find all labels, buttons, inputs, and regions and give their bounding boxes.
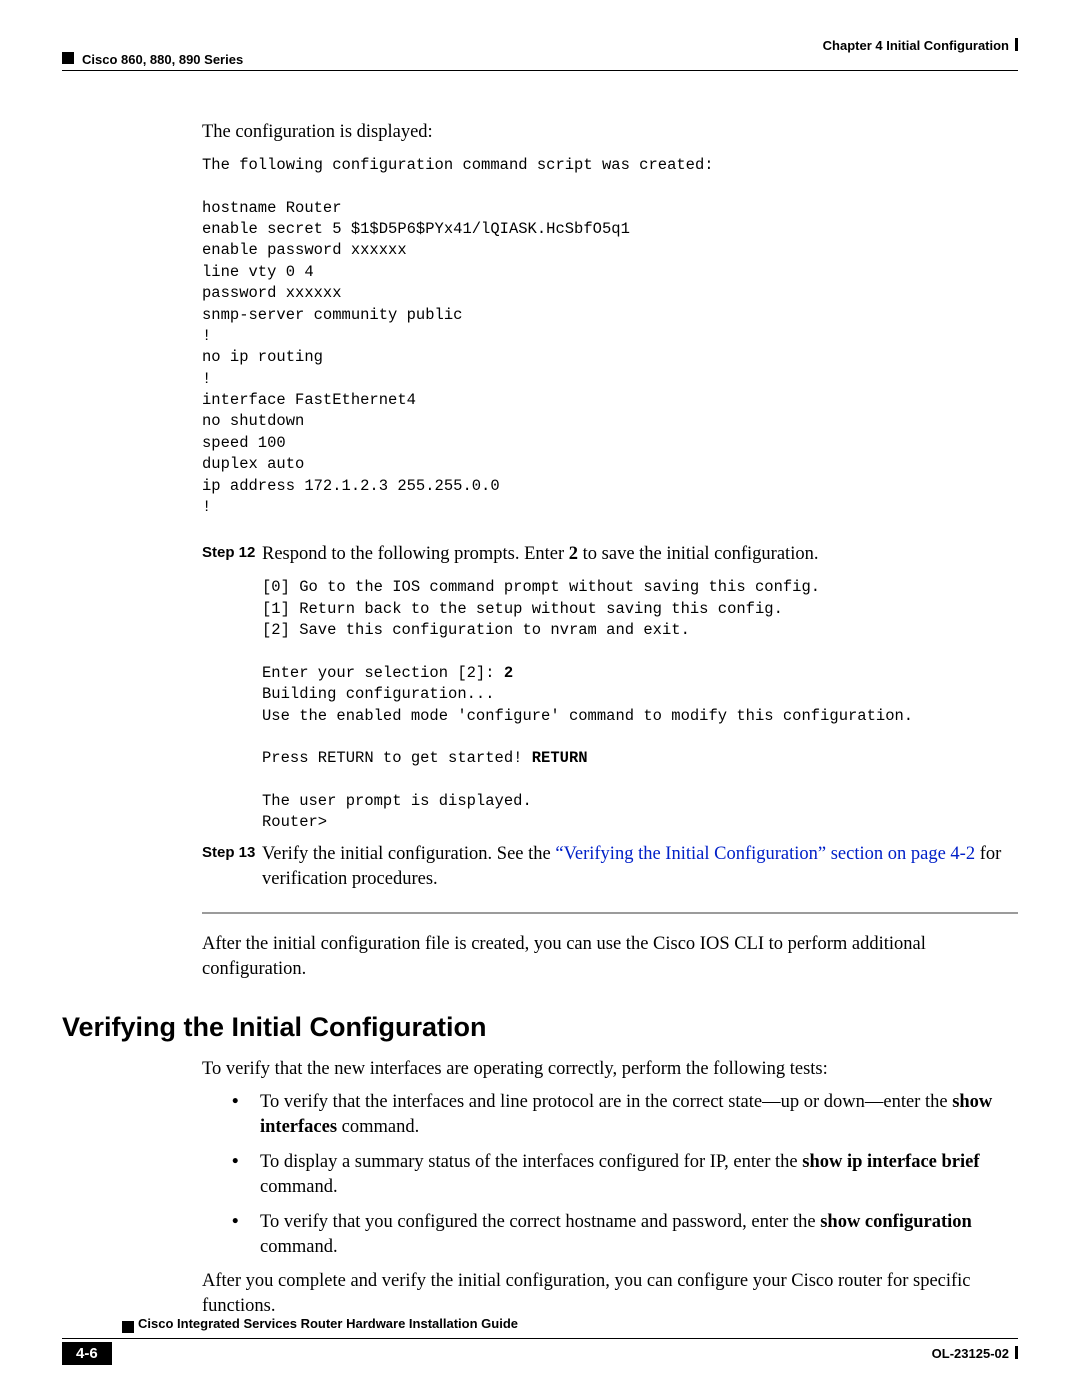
- bullet-3: To verify that you configured the correc…: [232, 1210, 1018, 1260]
- step-12-body: Respond to the following prompts. Enter …: [262, 542, 1018, 833]
- step-13-body: Verify the initial configuration. See th…: [262, 842, 1018, 892]
- bullet-1: To verify that the interfaces and line p…: [232, 1090, 1018, 1140]
- intro-line: The configuration is displayed:: [202, 120, 1018, 145]
- footer-page-number: 4-6: [62, 1342, 112, 1365]
- footer-title: Cisco Integrated Services Router Hardwar…: [138, 1316, 518, 1331]
- step13-link[interactable]: “Verifying the Initial Configuration” se…: [555, 844, 975, 864]
- verify-intro: To verify that the new interfaces are op…: [202, 1057, 1018, 1082]
- b3a: To verify that you configured the correc…: [260, 1212, 820, 1232]
- b1c: command.: [337, 1117, 419, 1137]
- header-right-sep: [1015, 38, 1018, 51]
- step-13-label: Step 13: [202, 842, 262, 892]
- step-13: Step 13 Verify the initial configuration…: [202, 842, 1018, 892]
- config-script-block: The following configuration command scri…: [202, 155, 1018, 518]
- step-12-label: Step 12: [202, 542, 262, 833]
- footer-doc-sep: [1015, 1346, 1018, 1359]
- step-12-mono: [0] Go to the IOS command prompt without…: [262, 577, 1018, 834]
- footer-square-icon: [122, 1321, 134, 1333]
- header-left-square-icon: [62, 52, 74, 64]
- content: The configuration is displayed: The foll…: [62, 120, 1018, 1319]
- step-12-pre: Respond to the following prompts. Enter: [262, 544, 569, 564]
- section-heading: Verifying the Initial Configuration: [62, 1012, 1018, 1043]
- b2b: show ip interface brief: [802, 1152, 979, 1172]
- b3b: show configuration: [820, 1212, 972, 1232]
- b2a: To display a summary status of the inter…: [260, 1152, 802, 1172]
- header-section: Cisco 860, 880, 890 Series: [82, 52, 243, 67]
- step-12-bold: 2: [569, 544, 578, 564]
- after-rule-para: After the initial configuration file is …: [202, 932, 1018, 982]
- closing-para: After you complete and verify the initia…: [202, 1269, 1018, 1319]
- b2c: command.: [260, 1177, 338, 1197]
- header-chapter: Chapter 4 Initial Configuration: [823, 38, 1018, 53]
- step12-block-c: The user prompt is displayed. Router>: [262, 792, 532, 831]
- footer-doc-number: OL-23125-02: [932, 1346, 1018, 1361]
- header-chapter-text: Chapter 4 Initial Configuration: [823, 38, 1009, 53]
- step-12: Step 12 Respond to the following prompts…: [202, 542, 1018, 833]
- page: Chapter 4 Initial Configuration Cisco 86…: [0, 0, 1080, 1397]
- b3c: command.: [260, 1237, 338, 1257]
- verify-bullets: To verify that the interfaces and line p…: [232, 1090, 1018, 1260]
- step12-sel: 2: [504, 664, 513, 682]
- footer-docnum-text: OL-23125-02: [932, 1346, 1009, 1361]
- procedure-end-rule: [202, 912, 1018, 914]
- step12-block-a: [0] Go to the IOS command prompt without…: [262, 578, 820, 682]
- step-12-post: to save the initial configuration.: [578, 544, 818, 564]
- b1a: To verify that the interfaces and line p…: [260, 1092, 952, 1112]
- footer-rule: [62, 1338, 1018, 1339]
- step12-return: RETURN: [532, 749, 588, 767]
- header-rule: [62, 70, 1018, 71]
- step13-pre: Verify the initial configuration. See th…: [262, 844, 555, 864]
- bullet-2: To display a summary status of the inter…: [232, 1150, 1018, 1200]
